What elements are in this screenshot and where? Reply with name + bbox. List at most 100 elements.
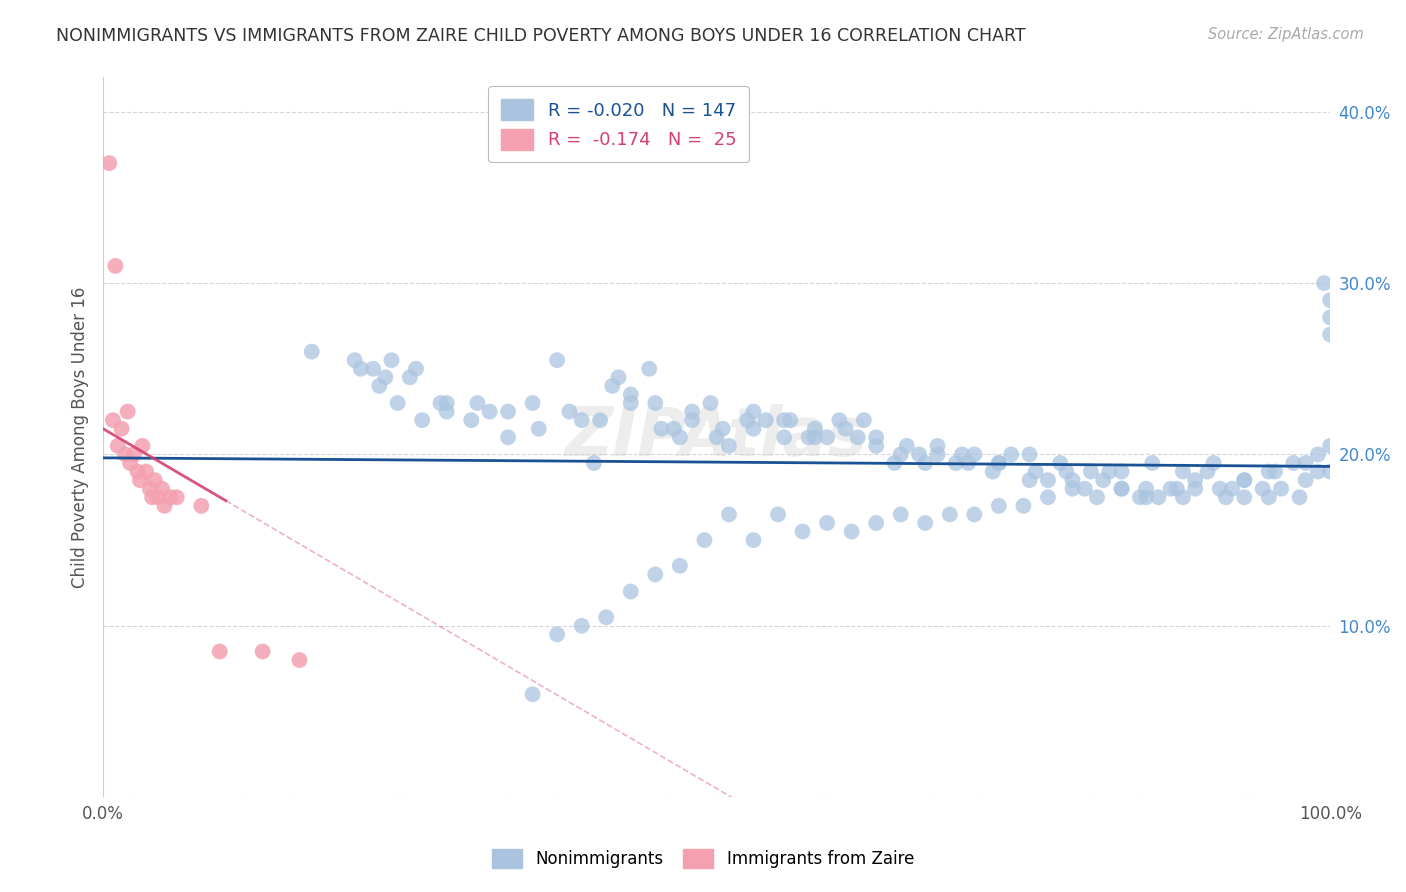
Point [117, 404, 139, 418]
Point [1257, 465, 1279, 479]
Point [620, 396, 643, 410]
Point [717, 508, 740, 522]
Point [1036, 473, 1059, 487]
Point [1319, 465, 1341, 479]
Point [620, 387, 643, 401]
Point [602, 379, 624, 393]
Point [1080, 465, 1102, 479]
Point [1098, 465, 1121, 479]
Point [374, 370, 396, 384]
Point [131, 439, 153, 453]
Point [1319, 327, 1341, 342]
Point [350, 361, 373, 376]
Point [1166, 482, 1188, 496]
Point [834, 422, 856, 436]
Point [638, 361, 661, 376]
Point [595, 610, 617, 624]
Point [1215, 490, 1237, 504]
Point [460, 413, 482, 427]
Point [737, 413, 759, 427]
Point [779, 413, 801, 427]
Point [436, 404, 458, 418]
Point [114, 447, 136, 461]
Point [693, 533, 716, 548]
Point [1184, 482, 1206, 496]
Point [1306, 447, 1329, 461]
Point [1233, 473, 1256, 487]
Point [1288, 490, 1310, 504]
Point [1171, 465, 1194, 479]
Point [159, 490, 181, 504]
Point [150, 482, 173, 496]
Legend: Nonimmigrants, Immigrants from Zaire: Nonimmigrants, Immigrants from Zaire [485, 842, 921, 875]
Point [1085, 490, 1108, 504]
Point [1111, 482, 1133, 496]
Point [496, 404, 519, 418]
Point [120, 456, 142, 470]
Point [1049, 456, 1071, 470]
Point [644, 396, 666, 410]
Point [815, 516, 838, 530]
Point [129, 473, 152, 487]
Point [773, 413, 796, 427]
Point [815, 430, 838, 444]
Point [1233, 473, 1256, 487]
Point [987, 456, 1010, 470]
Point [681, 404, 703, 418]
Point [1000, 447, 1022, 461]
Point [644, 567, 666, 582]
Point [1092, 473, 1115, 487]
Point [792, 524, 814, 539]
Y-axis label: Child Poverty Among Boys Under 16: Child Poverty Among Boys Under 16 [72, 286, 89, 588]
Point [208, 644, 231, 658]
Point [467, 396, 489, 410]
Point [883, 456, 905, 470]
Point [301, 344, 323, 359]
Point [1295, 456, 1317, 470]
Point [1135, 490, 1157, 504]
Point [1018, 473, 1040, 487]
Point [571, 619, 593, 633]
Point [190, 499, 212, 513]
Point [607, 370, 630, 384]
Text: Source: ZipAtlas.com: Source: ZipAtlas.com [1208, 27, 1364, 42]
Point [852, 413, 875, 427]
Point [166, 490, 188, 504]
Point [1147, 490, 1170, 504]
Point [1184, 473, 1206, 487]
Point [804, 430, 827, 444]
Point [522, 687, 544, 701]
Point [1171, 490, 1194, 504]
Point [1233, 490, 1256, 504]
Point [368, 379, 391, 393]
Point [429, 396, 451, 410]
Point [865, 516, 887, 530]
Point [908, 447, 931, 461]
Text: ZIPAtlas: ZIPAtlas [565, 404, 869, 470]
Point [1264, 465, 1286, 479]
Point [650, 422, 672, 436]
Point [127, 465, 149, 479]
Point [1062, 473, 1084, 487]
Point [773, 430, 796, 444]
Point [1313, 276, 1336, 290]
Point [828, 413, 851, 427]
Point [399, 370, 422, 384]
Point [110, 422, 132, 436]
Point [411, 413, 433, 427]
Legend: R = -0.020   N = 147, R =  -0.174   N =  25: R = -0.020 N = 147, R = -0.174 N = 25 [488, 87, 749, 162]
Point [797, 430, 820, 444]
Point [98, 156, 121, 170]
Point [1160, 482, 1182, 496]
Point [620, 584, 643, 599]
Point [939, 508, 962, 522]
Point [804, 422, 827, 436]
Point [1111, 482, 1133, 496]
Text: NONIMMIGRANTS VS IMMIGRANTS FROM ZAIRE CHILD POVERTY AMONG BOYS UNDER 16 CORRELA: NONIMMIGRANTS VS IMMIGRANTS FROM ZAIRE C… [56, 27, 1026, 45]
Point [742, 404, 765, 418]
Point [1251, 482, 1274, 496]
Point [841, 524, 863, 539]
Point [662, 422, 685, 436]
Point [927, 447, 949, 461]
Point [527, 422, 550, 436]
